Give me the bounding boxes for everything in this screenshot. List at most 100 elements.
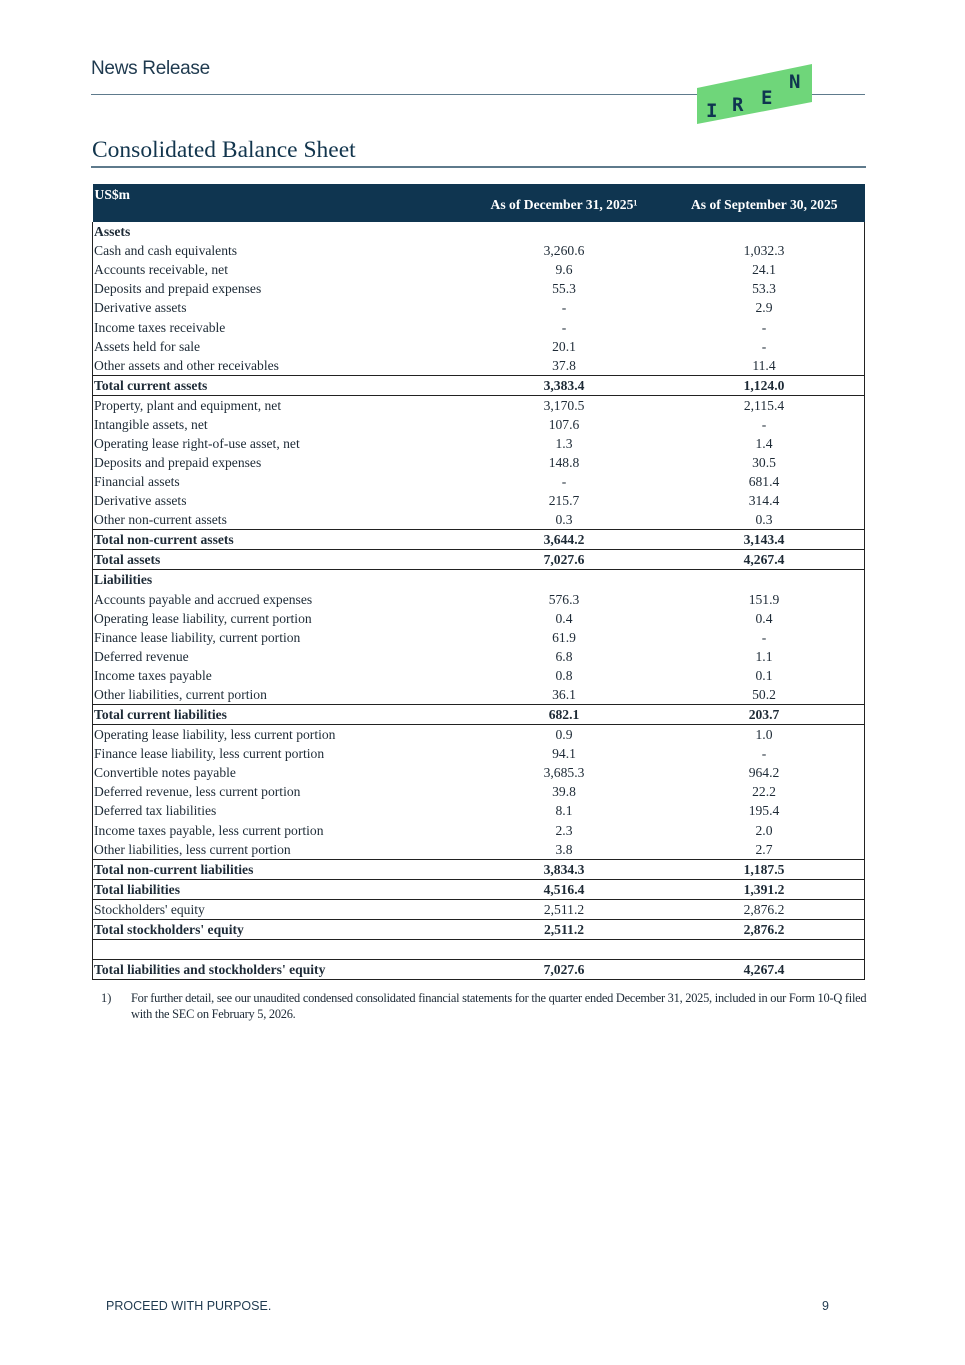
table-row: Cash and cash equivalents 3,260.6 1,032.3 bbox=[93, 241, 865, 260]
value-dec-2025: 3,644.2 bbox=[543, 532, 585, 548]
value-dec-2025: 1.3 bbox=[555, 435, 573, 451]
table-row: Finance lease liability, less current po… bbox=[93, 744, 865, 763]
table-row: Accounts receivable, net 9.6 24.1 bbox=[93, 260, 865, 279]
row-label: Other liabilities, current portion bbox=[94, 687, 267, 703]
total-row: Total current assets 3,383.4 1,124.0 bbox=[92, 375, 865, 396]
value-sep-2025: 151.9 bbox=[748, 591, 780, 607]
table-row: Derivative assets 215.7 314.4 bbox=[93, 491, 865, 510]
row-label: Financial assets bbox=[94, 474, 180, 490]
balance-sheet-table: US$m As of December 31, 2025¹ As of Sept… bbox=[92, 184, 865, 980]
svg-text:R: R bbox=[732, 94, 744, 116]
value-dec-2025: 3,260.6 bbox=[543, 243, 585, 259]
table-row: Stockholders' equity 2,511.2 2,876.2 bbox=[92, 899, 865, 920]
value-dec-2025: 8.1 bbox=[555, 803, 573, 819]
table-row: Accounts payable and accrued expenses 576… bbox=[93, 590, 865, 609]
value-sep-2025: 195.4 bbox=[748, 803, 780, 819]
value-dec-2025: 36.1 bbox=[552, 687, 576, 703]
value-dec-2025: 9.6 bbox=[555, 262, 573, 278]
row-label: Convertible notes payable bbox=[94, 765, 236, 781]
value-sep-2025: 0.4 bbox=[755, 610, 773, 626]
row-label: Finance lease liability, current portion bbox=[94, 629, 301, 645]
title-divider bbox=[91, 166, 866, 168]
value-dec-2025: 37.8 bbox=[552, 357, 576, 373]
total-row: Total non-current liabilities 3,834.3 1,18… bbox=[92, 859, 865, 880]
table-row bbox=[92, 939, 865, 960]
row-label: Other assets and other receivables bbox=[94, 357, 279, 373]
value-sep-2025 bbox=[664, 222, 865, 241]
table-row: Other assets and other receivables 37.8 11… bbox=[93, 356, 865, 376]
table-row: Other liabilities, less current portion 3… bbox=[93, 840, 865, 860]
value-sep-2025: 30.5 bbox=[752, 455, 776, 471]
value-sep-2025: 2,876.2 bbox=[743, 921, 785, 937]
column-header-units: US$m bbox=[94, 187, 131, 202]
footer-tagline: PROCEED WITH PURPOSE. bbox=[106, 1299, 272, 1313]
row-label: Operating lease liability, current porti… bbox=[94, 610, 312, 626]
total-row: Total assets 7,027.6 4,267.4 bbox=[92, 549, 865, 570]
value-sep-2025: 4,267.4 bbox=[743, 961, 785, 977]
svg-text:E: E bbox=[761, 87, 772, 109]
row-label: Total assets bbox=[94, 552, 161, 568]
section-heading-row: Liabilities bbox=[93, 570, 865, 590]
row-label: Total liabilities and stockholders' equi… bbox=[94, 961, 326, 977]
row-label: Other non-current assets bbox=[94, 512, 227, 528]
value-dec-2025: 55.3 bbox=[552, 281, 576, 297]
value-sep-2025: 0.3 bbox=[755, 512, 773, 528]
table-row: Finance lease liability, current portion… bbox=[93, 628, 865, 647]
table-row: Assets held for sale 20.1 - bbox=[93, 337, 865, 356]
table-row: Other non-current assets 0.3 0.3 bbox=[93, 510, 865, 530]
table-row: Other liabilities, current portion 36.1 50… bbox=[93, 685, 865, 705]
value-dec-2025: 7,027.6 bbox=[543, 961, 585, 977]
value-sep-2025: 964.2 bbox=[748, 765, 780, 781]
row-label: Finance lease liability, less current po… bbox=[94, 746, 325, 762]
value-dec-2025: 0.4 bbox=[555, 610, 573, 626]
value-sep-2025: 24.1 bbox=[752, 262, 776, 278]
svg-text:I: I bbox=[706, 100, 717, 122]
row-label: Income taxes receivable bbox=[94, 319, 226, 335]
value-dec-2025: 3.8 bbox=[555, 841, 573, 857]
value-dec-2025: 94.1 bbox=[552, 746, 576, 762]
value-dec-2025 bbox=[464, 939, 664, 959]
value-dec-2025: 682.1 bbox=[548, 707, 580, 723]
value-sep-2025: 0.1 bbox=[755, 667, 773, 683]
value-dec-2025: 2,511.2 bbox=[543, 921, 585, 937]
value-sep-2025 bbox=[664, 570, 865, 590]
value-sep-2025: 11.4 bbox=[752, 357, 776, 373]
value-dec-2025: - bbox=[561, 474, 567, 490]
table-row: Operating lease liability, current porti… bbox=[93, 609, 865, 628]
row-label: Deferred revenue, less current portion bbox=[94, 784, 301, 800]
row-label: Income taxes payable bbox=[94, 667, 212, 683]
value-dec-2025: 2.3 bbox=[555, 822, 573, 838]
row-label: Stockholders' equity bbox=[94, 901, 205, 917]
table-row: Deferred revenue 6.8 1.1 bbox=[93, 647, 865, 666]
value-dec-2025: 3,834.3 bbox=[543, 861, 585, 877]
row-label: Assets bbox=[94, 224, 131, 240]
value-dec-2025: - bbox=[561, 300, 567, 316]
table-row: Derivative assets - 2.9 bbox=[93, 298, 865, 317]
column-header-sep-2025: As of September 30, 2025 bbox=[690, 197, 838, 212]
total-row: Total liabilities 4,516.4 1,391.2 bbox=[92, 879, 865, 900]
row-label: Intangible assets, net bbox=[94, 416, 208, 432]
table-row: Operating lease right-of-use asset, net 1… bbox=[93, 434, 865, 453]
table-row: Property, plant and equipment, net 3,170.… bbox=[93, 395, 865, 415]
row-label: Total current assets bbox=[94, 377, 208, 393]
value-sep-2025: 2,876.2 bbox=[743, 901, 785, 917]
row-label: Operating lease liability, less current … bbox=[94, 727, 336, 743]
value-dec-2025 bbox=[464, 570, 664, 590]
section-heading-row: Assets bbox=[93, 222, 865, 241]
value-sep-2025: 50.2 bbox=[752, 687, 776, 703]
row-label: Operating lease right-of-use asset, net bbox=[94, 435, 300, 451]
value-sep-2025 bbox=[664, 939, 865, 959]
table-row: Financial assets - 681.4 bbox=[93, 472, 865, 491]
row-label: Assets held for sale bbox=[94, 338, 201, 354]
value-sep-2025: 1,032.3 bbox=[743, 243, 785, 259]
value-sep-2025: 1.1 bbox=[755, 648, 773, 664]
row-label: Total stockholders' equity bbox=[94, 921, 244, 937]
value-sep-2025: 22.2 bbox=[752, 784, 776, 800]
value-sep-2025: 203.7 bbox=[748, 707, 780, 723]
value-dec-2025: 148.8 bbox=[548, 455, 580, 471]
value-dec-2025: 107.6 bbox=[548, 416, 580, 432]
row-label bbox=[93, 939, 465, 959]
value-sep-2025: - bbox=[761, 746, 767, 762]
value-sep-2025: 2.0 bbox=[755, 822, 773, 838]
table-row: Income taxes receivable - - bbox=[93, 317, 865, 336]
